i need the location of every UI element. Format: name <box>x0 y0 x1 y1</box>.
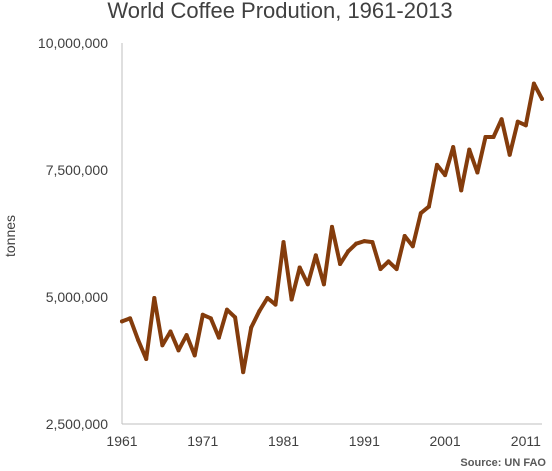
data-point-1981 <box>281 240 286 245</box>
y-tick-label: 2,500,000 <box>46 416 108 432</box>
data-point-2009 <box>507 152 512 157</box>
chart-title: World Coffee Prodution, 1961-2013 <box>107 0 452 23</box>
data-point-1983 <box>297 265 302 270</box>
data-point-2005 <box>475 170 480 175</box>
data-point-2004 <box>467 147 472 152</box>
data-point-1996 <box>402 234 407 239</box>
x-tick-label: 1991 <box>349 433 380 449</box>
y-tick-labels: 2,500,000 5,000,000 7,500,000 10,000,000 <box>38 35 108 432</box>
data-point-1982 <box>289 297 294 302</box>
data-point-1989 <box>346 249 351 254</box>
data-point-1965 <box>152 296 157 301</box>
data-point-1978 <box>257 309 262 314</box>
data-point-1994 <box>386 259 391 264</box>
data-point-1980 <box>273 302 278 307</box>
data-point-1968 <box>176 348 181 353</box>
data-point-1973 <box>216 335 221 340</box>
x-tick-label: 1971 <box>187 433 218 449</box>
data-point-1992 <box>370 240 375 245</box>
data-point-1974 <box>225 307 229 312</box>
data-point-1971 <box>200 312 205 317</box>
data-point-1967 <box>168 329 173 334</box>
data-point-1988 <box>338 261 343 266</box>
data-point-2003 <box>459 188 464 193</box>
data-point-1962 <box>128 316 133 321</box>
data-point-2012 <box>531 81 536 86</box>
y-tick-label: 7,500,000 <box>46 162 108 178</box>
data-point-2008 <box>499 117 504 122</box>
data-point-1985 <box>313 253 318 258</box>
y-axis-label: tonnes <box>2 215 18 257</box>
data-point-1970 <box>192 353 197 358</box>
data-point-1966 <box>160 343 165 348</box>
x-tick-label: 2001 <box>429 433 460 449</box>
data-point-2011 <box>523 123 528 128</box>
data-point-1987 <box>330 224 334 229</box>
x-tick-label: 1961 <box>106 433 137 449</box>
data-point-1998 <box>418 211 423 216</box>
data-point-2007 <box>491 134 496 139</box>
data-point-2001 <box>443 173 448 178</box>
data-point-1972 <box>208 316 213 321</box>
data-point-1997 <box>410 244 415 249</box>
data-point-1975 <box>233 315 238 320</box>
data-point-1999 <box>426 204 431 209</box>
data-point-2013 <box>540 96 544 101</box>
data-point-1976 <box>241 370 246 375</box>
data-point-1995 <box>394 267 399 272</box>
data-point-1984 <box>305 282 310 287</box>
y-tick-label: 5,000,000 <box>46 289 108 305</box>
data-point-1986 <box>321 282 326 287</box>
data-point-1964 <box>144 356 149 361</box>
data-point-1993 <box>378 267 383 272</box>
data-point-2006 <box>483 134 488 139</box>
data-point-2000 <box>435 162 439 167</box>
data-point-2002 <box>451 145 456 150</box>
y-tick-label: 10,000,000 <box>38 35 108 51</box>
data-point-2010 <box>515 119 520 124</box>
source-note: Source: UN FAO <box>460 457 546 469</box>
data-points <box>120 81 544 375</box>
data-point-1991 <box>362 239 367 244</box>
data-point-1969 <box>184 333 189 338</box>
x-tick-label: 2011 <box>511 433 541 449</box>
x-tick-label: 1981 <box>268 433 299 449</box>
data-point-1979 <box>265 296 270 301</box>
data-point-1961 <box>120 319 124 324</box>
data-point-1977 <box>249 325 254 330</box>
data-point-1990 <box>354 241 359 246</box>
data-point-1963 <box>136 338 141 343</box>
x-tick-labels: 1961 1971 1981 1991 2001 2011 <box>106 433 541 449</box>
